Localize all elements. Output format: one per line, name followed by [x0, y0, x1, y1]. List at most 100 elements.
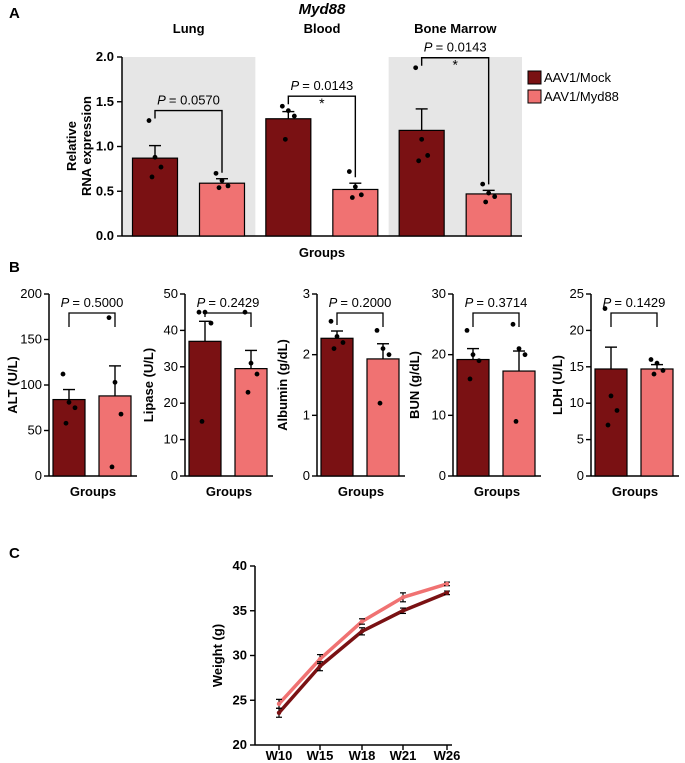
- bar-mock: [594, 368, 628, 477]
- data-point: [444, 590, 450, 596]
- data-point: [492, 194, 498, 200]
- data-point: [331, 346, 337, 351]
- bar-mock: [265, 118, 312, 237]
- significance-bracket: [472, 312, 520, 327]
- p-value-label: P = 0.5000: [61, 295, 124, 310]
- y-tick-label: 1.5: [96, 94, 114, 109]
- data-point: [340, 340, 346, 345]
- y-tick-label: 20: [432, 347, 446, 362]
- x-tick-label: W18: [349, 748, 376, 763]
- legend-entry: AAV1/Mock: [544, 70, 611, 85]
- significance-bracket: [154, 109, 223, 173]
- data-point: [480, 181, 486, 187]
- data-point: [109, 464, 115, 470]
- y-tick-label: 150: [20, 332, 42, 347]
- data-point: [359, 619, 365, 624]
- bar-myd88: [332, 188, 379, 237]
- bar-mock: [398, 129, 445, 237]
- y-tick-label: 20: [570, 322, 584, 337]
- data-point: [516, 346, 522, 351]
- p-value-label: P = 0.1429: [603, 295, 666, 310]
- data-point: [199, 419, 205, 424]
- data-point: [63, 420, 69, 426]
- group-label: Bone Marrow: [414, 21, 497, 36]
- y-tick-label: 25: [570, 286, 584, 301]
- data-point: [72, 405, 78, 411]
- data-point: [386, 352, 392, 358]
- data-point: [413, 65, 419, 71]
- data-point: [279, 103, 285, 109]
- data-point: [380, 346, 386, 351]
- y-axis-label: Weight (g): [210, 624, 225, 687]
- x-axis-label: Groups: [70, 484, 116, 499]
- data-point: [510, 321, 516, 327]
- significance-bracket: [336, 312, 384, 327]
- y-tick-label: 5: [577, 432, 584, 447]
- data-point: [513, 419, 519, 424]
- data-point: [358, 192, 364, 198]
- y-axis-label: ALT (U/L): [5, 356, 20, 414]
- x-tick-label: W15: [307, 748, 334, 763]
- data-point: [648, 357, 654, 362]
- data-point: [291, 113, 297, 119]
- data-point: [196, 309, 202, 315]
- significance-star: *: [452, 57, 458, 73]
- y-tick-label: 0: [577, 468, 584, 483]
- data-point: [651, 371, 657, 377]
- x-axis-label: Groups: [206, 484, 252, 499]
- data-point: [522, 352, 528, 358]
- data-point: [400, 608, 406, 613]
- x-tick-label: W21: [390, 748, 417, 763]
- data-point: [213, 170, 219, 176]
- bar-myd88: [640, 368, 674, 477]
- data-point: [464, 328, 470, 333]
- y-tick-label: 35: [233, 603, 247, 618]
- bar-myd88: [98, 395, 132, 477]
- data-point: [254, 371, 260, 377]
- data-point: [425, 153, 431, 158]
- data-point: [106, 315, 112, 321]
- p-value-label: P = 0.0143: [424, 40, 487, 55]
- data-point: [248, 360, 254, 366]
- y-tick-label: 30: [233, 648, 247, 663]
- y-tick-label: 0.0: [96, 228, 114, 243]
- panel-label-b: B: [9, 259, 20, 276]
- p-value-label: P = 0.2000: [329, 295, 392, 310]
- bar-myd88: [234, 368, 268, 477]
- bar-mock: [188, 340, 222, 477]
- group-label: Lung: [173, 21, 205, 36]
- y-tick-label: 2.0: [96, 49, 114, 64]
- data-point: [152, 154, 158, 160]
- data-point: [602, 306, 608, 311]
- y-tick-label: 40: [164, 322, 178, 337]
- y-tick-label: 200: [20, 286, 42, 301]
- bar-mock: [456, 358, 490, 477]
- data-point: [359, 629, 365, 634]
- data-point: [112, 379, 118, 385]
- panel-label-a: A: [9, 5, 20, 22]
- y-tick-label: 100: [20, 377, 42, 392]
- data-point: [476, 358, 482, 364]
- data-point: [483, 199, 489, 205]
- data-point: [242, 309, 248, 315]
- x-axis-label: Groups: [612, 484, 658, 499]
- y-tick-label: 0: [439, 468, 446, 483]
- bar-mock: [320, 337, 354, 477]
- data-point: [118, 411, 124, 417]
- p-value-label: P = 0.3714: [465, 295, 528, 310]
- data-point: [486, 190, 492, 196]
- y-tick-label: 15: [570, 359, 584, 374]
- y-axis-label: LDH (U/L): [550, 355, 565, 415]
- legend-swatch: [527, 70, 542, 85]
- y-tick-label: 20: [233, 737, 247, 752]
- data-point: [416, 158, 422, 164]
- data-point: [245, 389, 251, 395]
- bar-mock: [52, 398, 86, 477]
- group-label: Blood: [304, 21, 341, 36]
- y-axis-label: BUN (g/dL): [407, 351, 422, 419]
- significance-bracket: [420, 57, 490, 185]
- data-point: [276, 701, 282, 707]
- y-tick-label: 10: [432, 407, 446, 422]
- data-point: [60, 371, 66, 377]
